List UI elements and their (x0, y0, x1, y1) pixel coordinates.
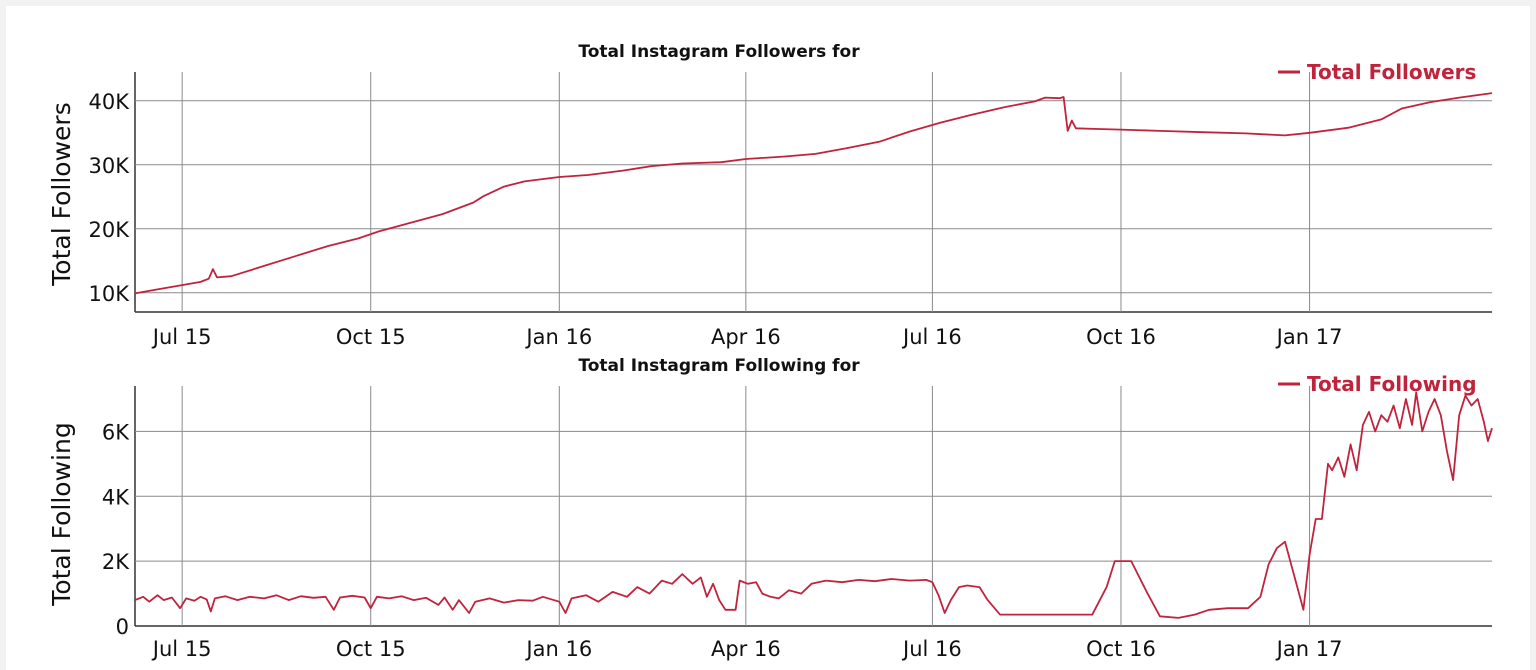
following-legend-label[interactable]: Total Following (1307, 372, 1477, 396)
x-tick-label: Jul 16 (901, 637, 962, 661)
followers-legend-label[interactable]: Total Followers (1307, 60, 1476, 84)
x-tick-label: Jan 17 (1275, 637, 1343, 661)
y-tick-label: 6K (102, 420, 130, 444)
x-tick-label: Jul 16 (901, 325, 962, 349)
followers-grid (134, 72, 1492, 313)
x-tick-label: Jan 16 (524, 637, 592, 661)
y-tick-label: 20K (89, 218, 131, 242)
y-tick-label: 30K (89, 154, 131, 178)
series-line-total-followers (134, 92, 1493, 295)
x-tick-label: Jan 17 (1275, 325, 1343, 349)
x-tick-label: Jul 15 (151, 637, 212, 661)
x-tick-label: Oct 15 (336, 637, 406, 661)
y-tick-label: 40K (89, 90, 131, 114)
followers-series (134, 92, 1493, 295)
y-tick-label: 4K (102, 485, 130, 509)
x-tick-label: Apr 16 (711, 325, 781, 349)
following-y-ticks: 0 2K 4K 6K (102, 420, 130, 639)
x-tick-label: Oct 16 (1086, 325, 1156, 349)
following-series (134, 391, 1493, 619)
y-tick-label: 2K (102, 550, 130, 574)
following-grid (134, 386, 1492, 627)
y-tick-label: 0 (116, 615, 129, 639)
chart-page: Total Instagram Followers for Total Foll… (6, 6, 1530, 670)
following-chart-title: Total Instagram Following for (578, 356, 860, 376)
x-tick-label: Jul 15 (151, 325, 212, 349)
series-line-total-following (134, 391, 1493, 619)
x-tick-label: Oct 16 (1086, 637, 1156, 661)
x-tick-label: Oct 15 (336, 325, 406, 349)
y-tick-label: 10K (89, 282, 131, 306)
followers-x-ticks: Jul 15 Oct 15 Jan 16 Apr 16 Jul 16 Oct 16 Jan … (151, 325, 1343, 349)
following-y-axis-label: Total Following (47, 422, 76, 606)
following-x-ticks: Jul 15 Oct 15 Jan 16 Apr 16 Jul 16 Oct 16 Jan … (151, 637, 1343, 661)
charts-svg: Total Instagram Followers for Total Foll… (47, 42, 1493, 661)
followers-y-ticks: 10K 20K 30K 40K (89, 90, 131, 306)
followers-y-axis-label: Total Followers (47, 102, 76, 286)
following-chart: Total Instagram Following for Total Foll… (47, 356, 1493, 661)
x-tick-label: Apr 16 (711, 637, 781, 661)
followers-chart: Total Instagram Followers for Total Foll… (47, 42, 1493, 349)
x-tick-label: Jan 16 (524, 325, 592, 349)
followers-chart-title: Total Instagram Followers for (578, 42, 860, 62)
